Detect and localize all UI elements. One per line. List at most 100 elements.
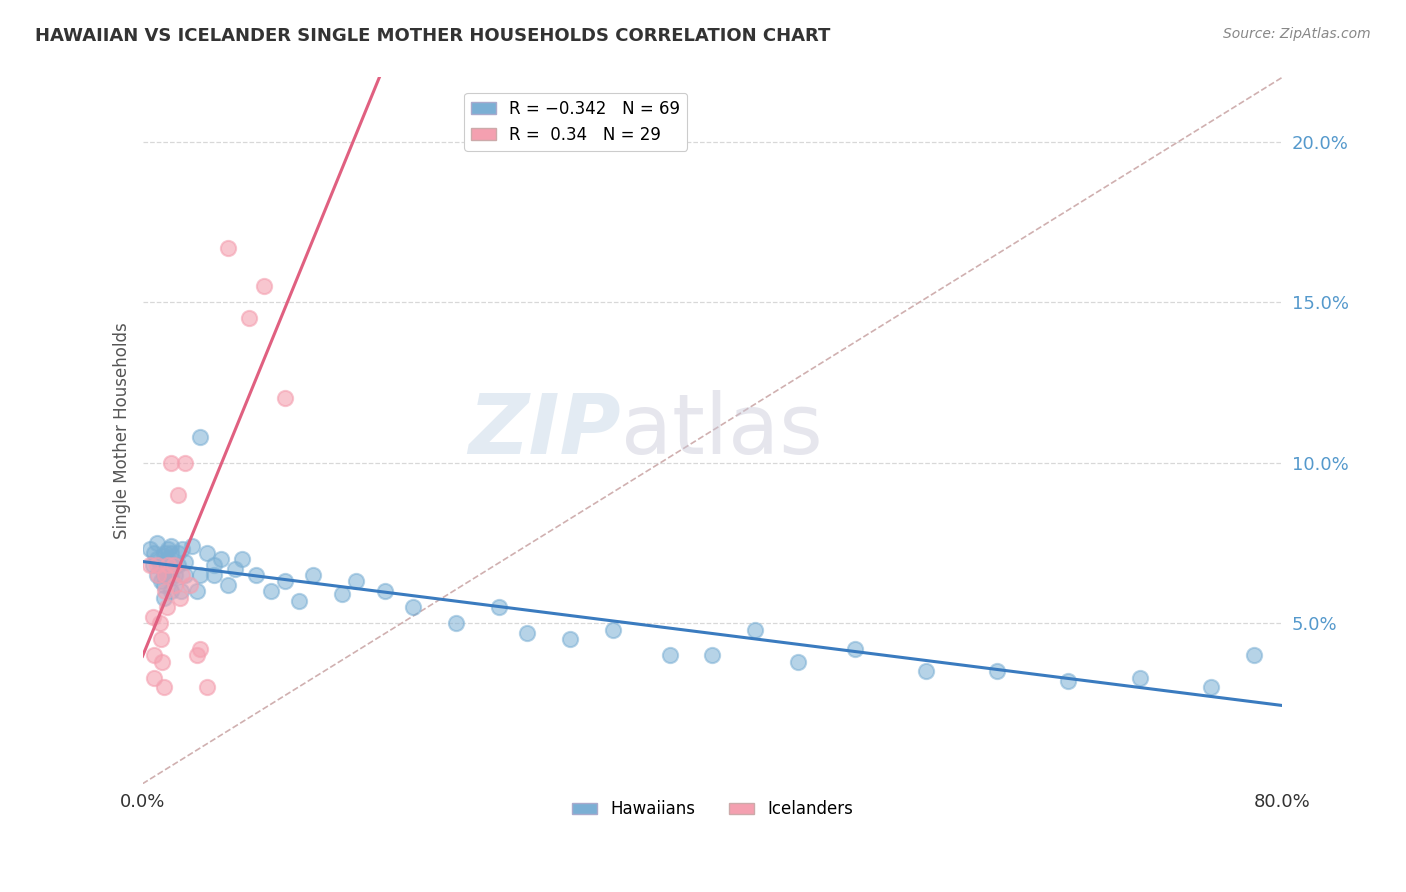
Point [153,577,176,591]
Point [658,648,681,663]
Point [786,655,808,669]
Point [288,593,311,607]
Point [160,571,183,585]
Point [141,558,163,573]
Point [330,587,353,601]
Point [844,641,866,656]
Point [146,552,169,566]
Point [157,558,180,573]
Point [142,648,165,663]
Point [245,568,267,582]
Point [152,655,174,669]
Point [163,558,186,573]
Point [160,558,183,573]
Point [138,542,160,557]
Point [202,568,225,582]
Point [217,577,239,591]
Point [156,565,179,579]
Point [444,616,467,631]
Point [153,568,176,582]
Y-axis label: Single Mother Households: Single Mother Households [114,322,131,539]
Point [155,545,177,559]
Point [153,558,176,573]
Point [986,665,1008,679]
Point [157,552,180,566]
Point [165,568,187,582]
Point [174,568,197,582]
Point [195,681,218,695]
Text: atlas: atlas [621,390,823,471]
Point [167,558,190,573]
Point [516,625,538,640]
Point [160,584,183,599]
Point [202,558,225,573]
Point [217,241,239,255]
Point [155,584,177,599]
Point [142,545,165,559]
Point [179,577,201,591]
Text: Source: ZipAtlas.com: Source: ZipAtlas.com [1223,27,1371,41]
Point [260,584,283,599]
Point [148,568,170,582]
Point [160,456,183,470]
Point [150,632,173,647]
Point [156,555,179,569]
Point [188,641,211,656]
Point [402,600,425,615]
Point [188,568,211,582]
Point [181,539,204,553]
Point [172,568,194,582]
Point [344,574,367,589]
Point [1057,673,1080,688]
Point [374,584,396,599]
Point [138,558,160,573]
Point [274,574,297,589]
Point [142,671,165,685]
Point [558,632,581,647]
Point [157,561,180,575]
Point [167,488,190,502]
Point [1199,681,1222,695]
Point [274,392,297,406]
Point [146,558,169,573]
Point [163,558,186,573]
Point [702,648,724,663]
Point [224,561,246,575]
Point [146,536,169,550]
Point [149,616,172,631]
Point [172,542,194,557]
Point [915,665,938,679]
Point [209,552,232,566]
Point [160,539,183,553]
Point [1243,648,1265,663]
Point [174,555,197,569]
Point [153,549,176,563]
Point [160,545,183,559]
Point [141,609,163,624]
Point [170,584,193,599]
Point [186,584,208,599]
Point [146,568,169,582]
Point [155,568,177,582]
Text: ZIP: ZIP [468,390,621,471]
Point [186,648,208,663]
Point [149,558,172,573]
Point [169,591,191,605]
Point [195,545,218,559]
Point [156,600,179,615]
Point [165,577,187,591]
Point [188,430,211,444]
Point [153,591,176,605]
Point [252,279,274,293]
Legend: Hawaiians, Icelanders: Hawaiians, Icelanders [565,794,859,825]
Point [150,574,173,589]
Point [602,623,624,637]
Text: HAWAIIAN VS ICELANDER SINGLE MOTHER HOUSEHOLDS CORRELATION CHART: HAWAIIAN VS ICELANDER SINGLE MOTHER HOUS… [35,27,831,45]
Point [488,600,510,615]
Point [231,552,253,566]
Point [744,623,766,637]
Point [159,568,181,582]
Point [157,542,180,557]
Point [302,568,325,582]
Point [1129,671,1152,685]
